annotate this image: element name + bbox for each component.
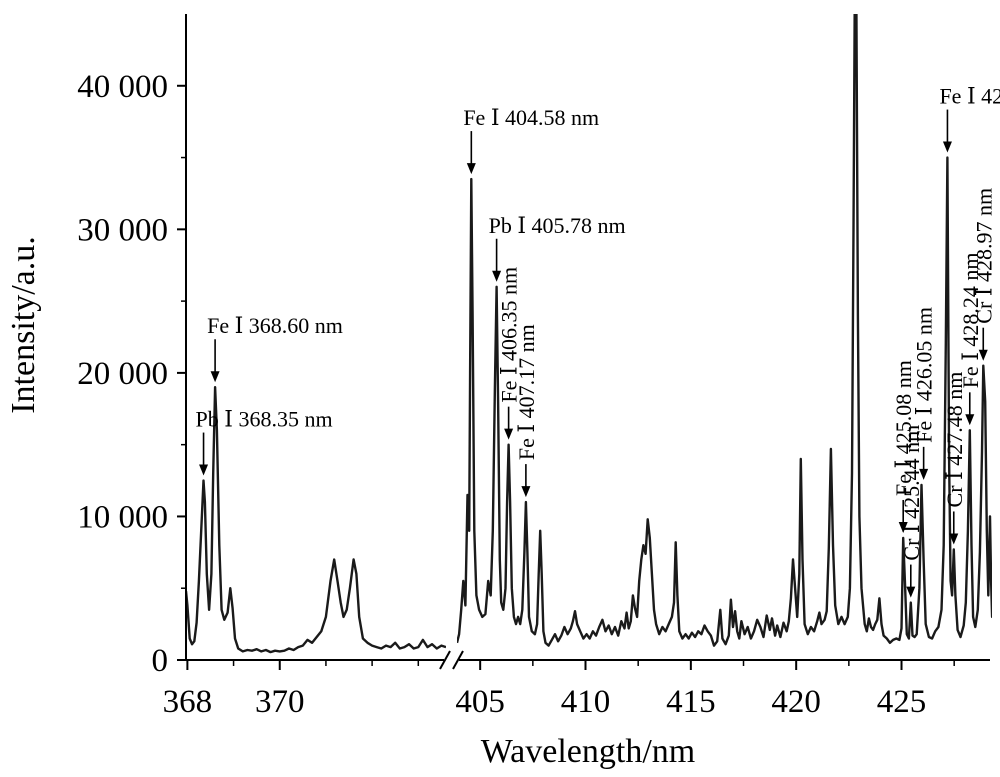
arrow-head bbox=[906, 586, 916, 598]
y-tick-label: 30 000 bbox=[77, 212, 168, 248]
peak-annotation: Fe Ⅰ 426.05 nm bbox=[912, 307, 937, 480]
peak-annotation: Fe Ⅰ 368.60 nm bbox=[207, 313, 343, 383]
peak-annotation: Cr Ⅰ 425.44 nm bbox=[899, 425, 924, 598]
peak-annotation: Fe Ⅰ 425.08 nm bbox=[891, 360, 916, 533]
annotation-label: Cr Ⅰ 427.48 nm bbox=[942, 372, 967, 508]
x-tick-label: 370 bbox=[255, 684, 305, 720]
peak-annotation: Pb Ⅰ 368.35 nm bbox=[196, 407, 333, 476]
peak-annotation: Cr Ⅰ 427.48 nm bbox=[942, 372, 967, 545]
plot-area bbox=[186, 14, 992, 656]
axis-break-gap bbox=[446, 14, 457, 656]
peak-annotation: Fe Ⅰ 427.18 nm bbox=[939, 84, 1000, 153]
x-axis-label: Wavelength/nm bbox=[481, 733, 695, 770]
annotation-label: Cr Ⅰ 425.44 nm bbox=[899, 425, 924, 561]
arrow-head bbox=[492, 270, 502, 282]
y-tick-label: 0 bbox=[152, 643, 169, 679]
y-tick-label: 40 000 bbox=[77, 69, 168, 105]
arrow-head bbox=[919, 468, 929, 480]
arrow-head bbox=[504, 428, 514, 440]
peak-annotation: Fe Ⅰ 404.58 nm bbox=[463, 105, 599, 175]
annotation-label: Pb Ⅰ 368.35 nm bbox=[196, 407, 333, 432]
y-axis-label: Intensity/a.u. bbox=[5, 236, 42, 414]
spectrum-line-segment-2 bbox=[455, 14, 992, 647]
annotation-label: Pb Ⅰ 405.78 nm bbox=[489, 213, 626, 238]
arrow-head bbox=[898, 521, 908, 533]
arrow-head bbox=[199, 464, 209, 476]
x-tick-label: 425 bbox=[877, 684, 927, 720]
arrow-head bbox=[978, 349, 988, 361]
y-tick-label: 10 000 bbox=[77, 499, 168, 535]
annotation-label: Fe Ⅰ 404.58 nm bbox=[463, 105, 599, 130]
x-tick-label: 405 bbox=[455, 684, 505, 720]
spectrum-line-segment-1 bbox=[186, 386, 447, 654]
peak-annotation: Fe Ⅰ 406.35 nm bbox=[497, 267, 522, 440]
annotation-label: Fe Ⅰ 425.08 nm bbox=[891, 360, 916, 496]
arrow-head bbox=[521, 486, 531, 498]
axis-break-mark bbox=[452, 650, 464, 670]
x-tick-label: 415 bbox=[666, 684, 716, 720]
annotation-label: Fe Ⅰ 428.24 nm bbox=[958, 252, 983, 388]
peak-annotation: Cr Ⅰ 428.97 nm bbox=[971, 188, 996, 361]
annotation-label: Fe Ⅰ 406.35 nm bbox=[497, 267, 522, 403]
arrow-head bbox=[965, 414, 975, 426]
annotations: Pb Ⅰ 368.35 nm Fe Ⅰ 368.60 nm Fe Ⅰ 404.58 … bbox=[196, 84, 1000, 598]
axes: 0 10 000 20 000 30 000 40 000 368 370 405 410 415… bbox=[77, 14, 990, 720]
axis-break-mark bbox=[439, 650, 451, 670]
annotation-label: Fe Ⅰ 407.17 nm bbox=[514, 324, 539, 460]
arrow-head bbox=[942, 141, 952, 153]
arrow-head bbox=[466, 163, 476, 175]
peak-annotation: Pb Ⅰ 405.78 nm bbox=[489, 213, 626, 282]
annotation-label: Cr Ⅰ 428.97 nm bbox=[971, 188, 996, 324]
peak-annotation: Fe Ⅰ 428.24 nm bbox=[958, 252, 983, 426]
peak-annotation: Fe Ⅰ 407.17 nm bbox=[514, 324, 539, 498]
arrow-head bbox=[949, 533, 959, 545]
x-tick-label: 368 bbox=[163, 684, 213, 720]
annotation-label: Fe Ⅰ 368.60 nm bbox=[207, 313, 343, 338]
x-tick-label: 420 bbox=[771, 684, 821, 720]
y-tick-label: 20 000 bbox=[77, 356, 168, 392]
annotation-label: Fe Ⅰ 427.18 nm bbox=[939, 84, 1000, 109]
x-tick-label: 410 bbox=[561, 684, 611, 720]
annotation-label: Fe Ⅰ 426.05 nm bbox=[912, 307, 937, 443]
arrow-head bbox=[210, 371, 220, 383]
